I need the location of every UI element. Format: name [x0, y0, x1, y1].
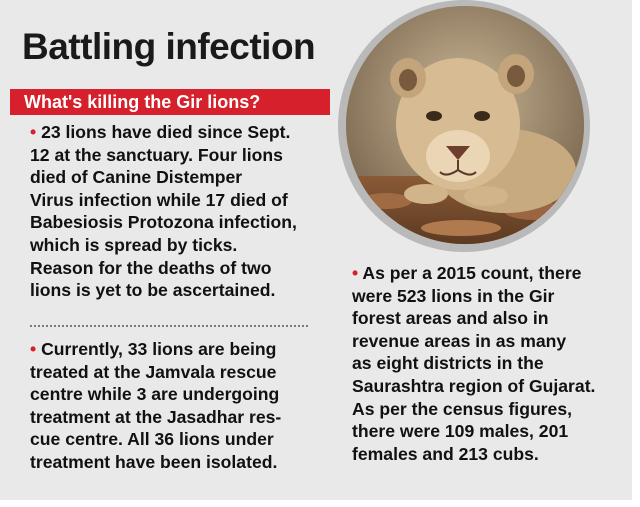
paragraph-line: • Currently, 33 lions are being	[30, 339, 277, 359]
lion-illustration	[346, 6, 584, 244]
paragraph-line: Babesiosis Protozona infection,	[30, 212, 297, 233]
dotted-divider	[30, 325, 308, 327]
bullet: •	[30, 122, 37, 142]
paragraph-treatment: • Currently, 33 lions are being treated …	[30, 338, 281, 474]
paragraph-line: lions is yet to be ascertained.	[30, 280, 276, 301]
paragraph-line: centre while 3 are undergoing	[30, 384, 280, 405]
paragraph-line: cue centre. All 36 lions under	[30, 429, 274, 450]
paragraph-line: • 23 lions have died since Sept.	[30, 122, 291, 142]
paragraph-line: died of Canine Distemper	[30, 167, 243, 188]
paragraph-line: treatment at the Jasadhar res-	[30, 406, 282, 427]
paragraph-line: 12 at the sanctuary. Four lions	[30, 144, 283, 165]
headline: Battling infection	[22, 26, 316, 67]
paragraph-line: were 523 lions in the Gir	[352, 285, 555, 306]
paragraph-line: Saurashtra region of Gujarat.	[352, 375, 596, 396]
paragraph-line: which is spread by ticks.	[30, 234, 238, 255]
lion-photo	[346, 6, 584, 244]
paragraph-line: Reason for the deaths of two	[30, 257, 272, 278]
paragraph-line: treatment have been isolated.	[30, 451, 278, 472]
subhead-text: What's killing the Gir lions?	[24, 92, 261, 112]
paragraph-deaths: • 23 lions have died since Sept. 12 at t…	[30, 121, 297, 302]
bullet: •	[30, 339, 37, 359]
paragraph-line: forest areas and also in	[352, 308, 549, 329]
paragraph-census: • As per a 2015 count, there were 523 li…	[352, 262, 595, 465]
paragraph-line: As per the census figures,	[352, 398, 572, 419]
paragraph-line: treated at the Jamvala rescue	[30, 361, 277, 382]
bullet: •	[352, 263, 359, 283]
paragraph-line: as eight districts in the	[352, 353, 544, 374]
infographic-panel: Battling infection What's killing the Gi…	[0, 0, 632, 500]
paragraph-line: females and 213 cubs.	[352, 443, 539, 464]
paragraph-line: Virus infection while 17 died of	[30, 189, 288, 210]
subhead-banner: What's killing the Gir lions?	[10, 89, 330, 115]
paragraph-line: there were 109 males, 201	[352, 421, 569, 442]
paragraph-line: • As per a 2015 count, there	[352, 263, 582, 283]
paragraph-line: revenue areas in as many	[352, 330, 567, 351]
